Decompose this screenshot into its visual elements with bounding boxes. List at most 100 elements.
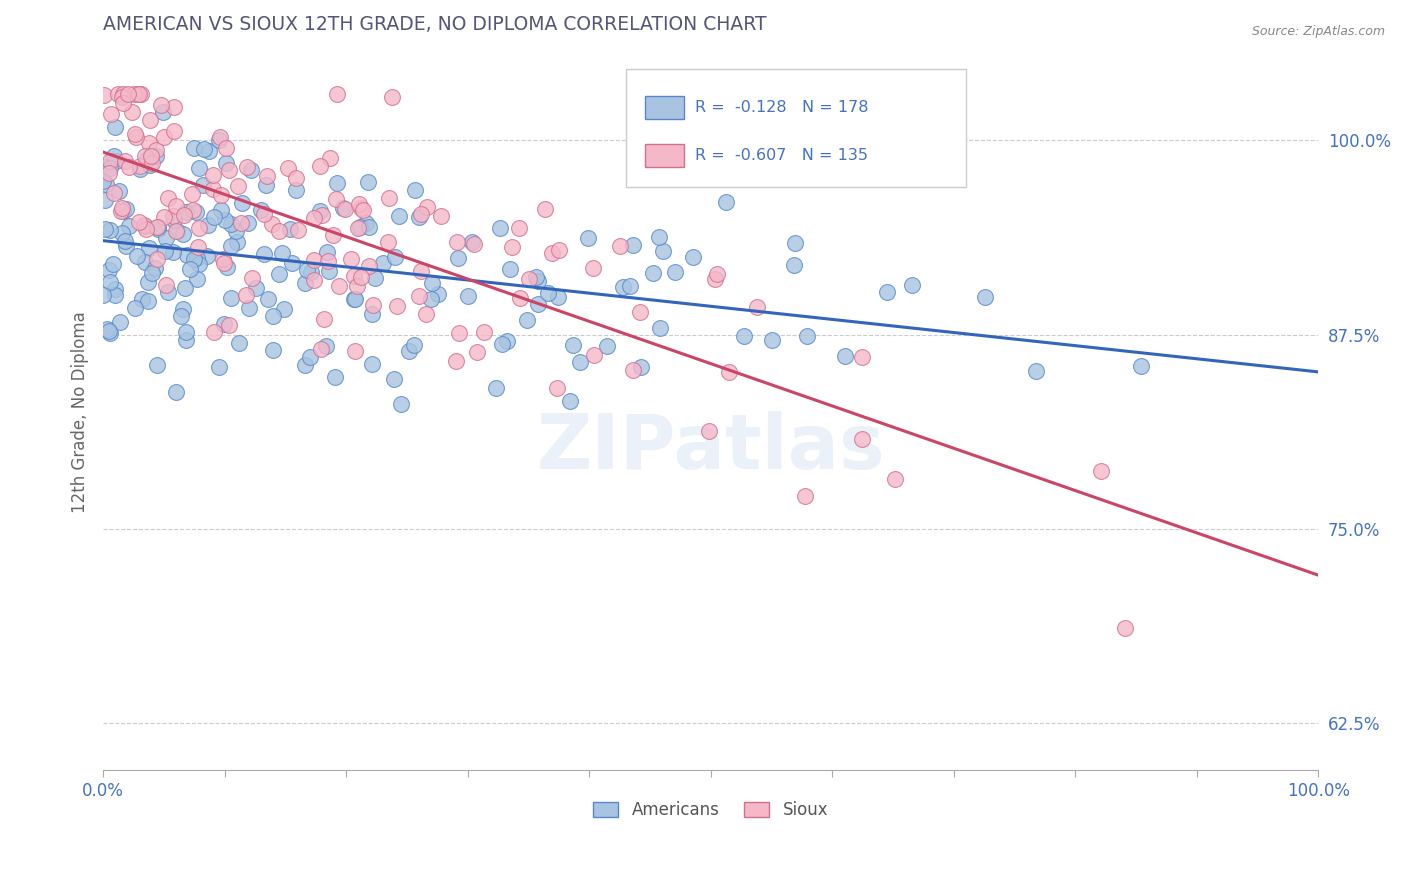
Point — [100, 107, 122, 121]
Point — [100, 275, 122, 289]
Point — [517, 271, 540, 285]
Point — [548, 244, 571, 258]
Point — [745, 301, 768, 315]
Point — [183, 252, 205, 266]
Point — [664, 264, 686, 278]
Point — [221, 217, 243, 231]
Point — [176, 248, 198, 262]
Point — [129, 87, 152, 101]
Point — [381, 90, 404, 104]
Point — [516, 313, 538, 327]
Point — [322, 228, 344, 243]
Point — [187, 257, 209, 271]
Point — [96, 322, 118, 336]
Point — [141, 156, 163, 170]
FancyBboxPatch shape — [645, 145, 683, 168]
Point — [302, 273, 325, 287]
Point — [98, 161, 121, 175]
Point — [447, 252, 470, 266]
Point — [165, 224, 187, 238]
Point — [582, 348, 605, 362]
Point — [446, 235, 468, 250]
Point — [648, 230, 671, 244]
Point — [166, 224, 188, 238]
Point — [93, 160, 115, 174]
Point — [527, 274, 550, 288]
Text: Source: ZipAtlas.com: Source: ZipAtlas.com — [1251, 25, 1385, 38]
Point — [170, 309, 193, 323]
Point — [318, 264, 340, 278]
Point — [281, 256, 304, 270]
Point — [278, 221, 301, 235]
Point — [350, 202, 373, 216]
Point — [408, 210, 430, 224]
Point — [273, 301, 295, 316]
Point — [302, 252, 325, 267]
Point — [326, 176, 349, 190]
Point — [325, 87, 347, 101]
Point — [489, 220, 512, 235]
Point — [359, 260, 381, 274]
Point — [361, 297, 384, 311]
Point — [240, 271, 263, 285]
Point — [173, 208, 195, 222]
Point — [628, 305, 651, 319]
Point — [131, 293, 153, 307]
FancyBboxPatch shape — [645, 95, 683, 119]
Point — [172, 302, 194, 317]
Point — [134, 255, 156, 269]
Point — [526, 297, 548, 311]
Point — [254, 178, 277, 192]
Point — [285, 184, 308, 198]
Point — [359, 220, 381, 235]
Point — [343, 269, 366, 284]
Point — [181, 203, 204, 218]
Point — [114, 234, 136, 248]
Point — [136, 275, 159, 289]
Point — [501, 240, 523, 254]
Point — [165, 198, 187, 212]
Point — [145, 144, 167, 158]
Point — [215, 141, 238, 155]
Point — [378, 191, 401, 205]
Point — [111, 227, 134, 241]
Point — [231, 196, 253, 211]
Point — [153, 129, 176, 144]
Point — [267, 224, 290, 238]
Point — [188, 161, 211, 175]
Point — [263, 343, 285, 358]
Point — [460, 235, 482, 249]
Point — [225, 224, 247, 238]
Point — [155, 231, 177, 245]
Point — [143, 261, 166, 276]
Point — [238, 216, 260, 230]
Point — [444, 353, 467, 368]
Point — [112, 204, 135, 219]
Point — [115, 239, 138, 253]
Point — [101, 257, 124, 271]
Point — [121, 104, 143, 119]
Point — [231, 216, 253, 230]
Point — [146, 222, 169, 236]
Point — [648, 321, 671, 335]
Point — [315, 339, 337, 353]
Point — [328, 278, 350, 293]
Point — [146, 252, 169, 266]
Point — [98, 154, 121, 169]
Point — [104, 282, 127, 296]
Point — [208, 133, 231, 147]
Point — [382, 372, 405, 386]
Point — [98, 325, 121, 339]
Point — [262, 217, 284, 231]
Point — [202, 210, 225, 224]
Point — [125, 129, 148, 144]
Point — [197, 218, 219, 232]
Point — [94, 193, 117, 207]
Point — [105, 154, 128, 169]
Point — [226, 235, 249, 249]
Point — [186, 251, 208, 265]
Point — [343, 292, 366, 306]
Point — [420, 276, 443, 290]
Point — [323, 369, 346, 384]
Point — [387, 299, 409, 313]
